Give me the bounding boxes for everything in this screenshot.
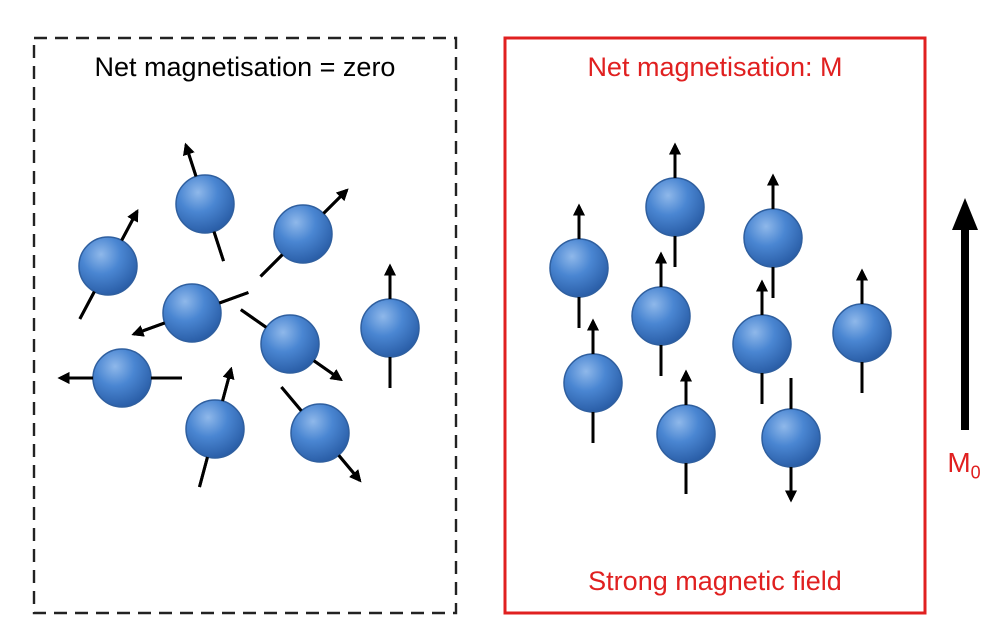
- right-panel-border: [503, 36, 927, 615]
- spin-sphere: [549, 238, 609, 298]
- spin-sphere: [78, 236, 138, 296]
- right-spin-3: [743, 173, 803, 298]
- spin-sphere: [273, 204, 333, 264]
- spin-axis-tail-outer: [259, 253, 284, 278]
- left-spin-5: [131, 283, 249, 343]
- spin-arrow-head: [183, 142, 198, 177]
- left-panel-spins: [57, 142, 420, 488]
- left-panel-title: Net magnetisation = zero: [94, 52, 396, 82]
- spin-arrow-head: [221, 366, 235, 402]
- spin-arrow-head: [312, 359, 343, 381]
- spin-sphere: [290, 403, 350, 463]
- left-spin-2: [259, 188, 349, 278]
- spin-arrow-head: [337, 454, 362, 483]
- right-spin-4: [631, 251, 691, 376]
- right-spin-1: [549, 203, 609, 328]
- spin-sphere: [761, 408, 821, 468]
- spin-sphere: [175, 174, 235, 234]
- spin-axis-tail-outer: [198, 456, 209, 488]
- field-arrow-label: M0: [947, 447, 981, 483]
- spin-axis-tail-outer: [280, 386, 303, 412]
- spin-axis-tail-outer: [239, 308, 268, 329]
- left-spin-6: [239, 308, 343, 381]
- right-panel-spins: [549, 142, 892, 503]
- spin-sphere: [260, 314, 320, 374]
- left-spin-8: [185, 366, 245, 488]
- right-panel-title: Net magnetisation: M: [587, 52, 843, 82]
- right-spin-6: [832, 268, 892, 393]
- spin-sphere: [832, 303, 892, 363]
- spin-sphere: [185, 399, 245, 459]
- right-spin-5: [732, 279, 792, 404]
- spin-sphere: [360, 298, 420, 358]
- spin-sphere: [563, 353, 623, 413]
- field-arrow: [952, 198, 978, 430]
- spin-sphere: [732, 314, 792, 374]
- spin-axis-tail-outer: [218, 291, 249, 305]
- left-spin-4: [360, 263, 420, 388]
- left-spin-9: [280, 386, 362, 483]
- spin-sphere: [162, 283, 222, 343]
- left-panel-border: [32, 36, 458, 615]
- left-spin-1: [175, 142, 235, 262]
- spin-sphere: [743, 208, 803, 268]
- spin-sphere: [645, 177, 705, 237]
- right-panel-footer: Strong magnetic field: [588, 566, 842, 596]
- spin-axis-tail-outer: [212, 231, 225, 262]
- left-spin-3: [78, 209, 139, 320]
- spin-arrow-head: [131, 321, 166, 337]
- right-spin-2: [645, 142, 705, 267]
- left-spin-7: [57, 348, 182, 408]
- spin-arrow-head: [120, 209, 139, 242]
- spin-sphere: [656, 404, 716, 464]
- spin-axis-tail-outer: [78, 290, 96, 320]
- spin-sphere: [92, 348, 152, 408]
- spin-sphere: [631, 286, 691, 346]
- spin-arrow-head: [322, 188, 349, 215]
- right-spin-9: [761, 378, 821, 503]
- right-spin-8: [656, 369, 716, 494]
- right-spin-7: [563, 318, 623, 443]
